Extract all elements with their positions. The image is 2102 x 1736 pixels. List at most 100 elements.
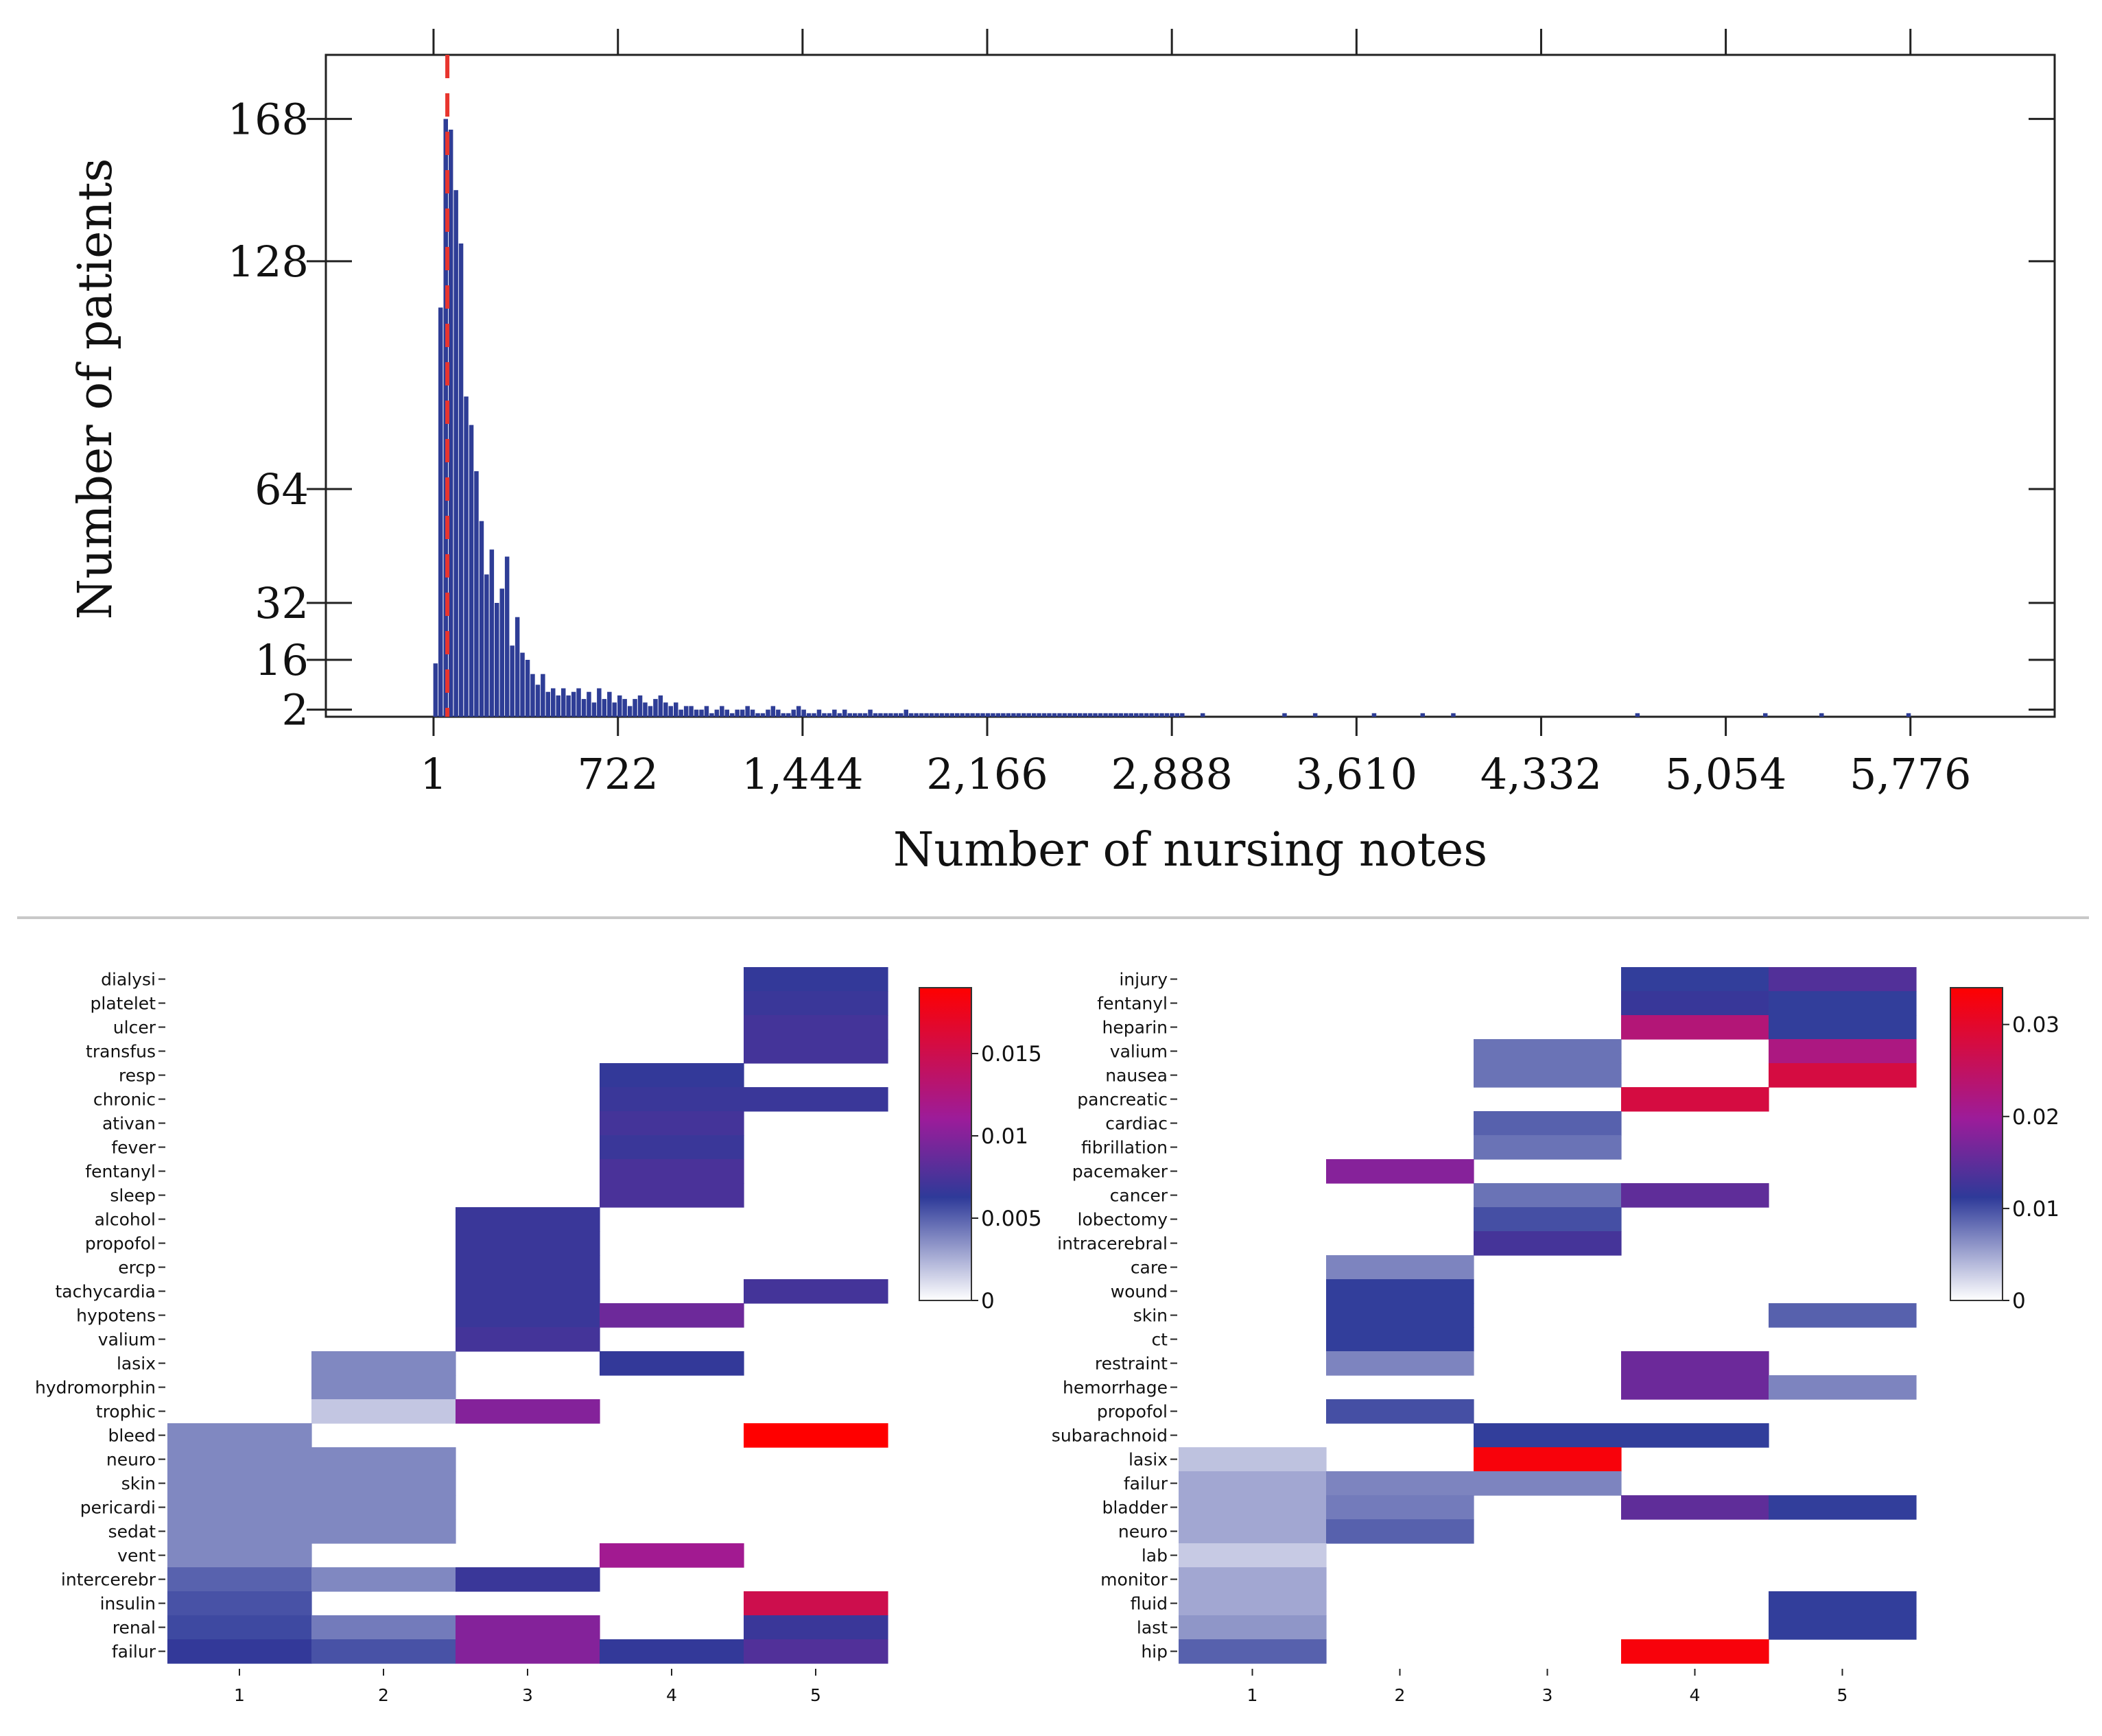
histogram-bar	[995, 713, 1001, 717]
heatmap-cell	[744, 1015, 888, 1040]
heatmap-cell	[456, 1615, 600, 1640]
histogram-bar	[541, 674, 545, 717]
heatmap-cell	[1621, 1639, 1769, 1664]
histogram-bar	[683, 706, 689, 717]
heatmap-cell	[1621, 1351, 1769, 1376]
heatmap-cell	[1769, 1303, 1917, 1328]
heatmap-row-label: pericardi	[80, 1498, 156, 1518]
heatmap-row-label: care	[1131, 1258, 1168, 1278]
heatmap-cell	[1621, 967, 1769, 992]
heatmap-row-label: hypotens	[76, 1306, 156, 1326]
histogram-bar	[1001, 713, 1006, 717]
histogram-bar	[1022, 713, 1026, 717]
y-tick-label: 64	[255, 464, 309, 514]
heatmap-row-label: bleed	[108, 1426, 156, 1446]
heatmap-row-label: lobectomy	[1078, 1210, 1168, 1230]
heatmap-row-label: neuro	[1118, 1522, 1168, 1542]
histogram-bar	[566, 695, 571, 717]
histogram-bar	[617, 695, 622, 717]
heatmap-cell	[1769, 1615, 1917, 1640]
histogram-bar	[929, 713, 934, 717]
histogram-y-axis-label: Number of patients	[69, 158, 123, 620]
histogram-bar	[1011, 713, 1016, 717]
histogram-bar	[827, 713, 832, 717]
heatmap-cell	[311, 1351, 456, 1376]
histogram-bar	[674, 702, 678, 717]
histogram-bar	[801, 709, 806, 717]
histogram-bar	[458, 243, 464, 717]
histogram-bar	[433, 663, 438, 717]
heatmap-cell	[1326, 1495, 1474, 1520]
histogram-bar	[873, 713, 878, 717]
heatmap-row-label: intracerebral	[1057, 1234, 1168, 1254]
heatmap-cell	[744, 1423, 888, 1448]
histogram-bar	[1098, 713, 1103, 717]
heatmap-cell	[1769, 1495, 1917, 1520]
heatmap-cell	[600, 1087, 744, 1112]
heatmap-cell	[1474, 1135, 1622, 1160]
heatmap-cell	[1769, 991, 1917, 1016]
heatmap-cell	[1621, 1183, 1769, 1208]
heatmap-cell	[311, 1519, 456, 1544]
histogram-bar	[602, 699, 607, 717]
heatmap-col-label: 2	[1395, 1685, 1406, 1705]
histogram-bar	[469, 425, 474, 717]
histogram-bar	[919, 713, 924, 717]
x-tick-label: 5,054	[1665, 749, 1787, 799]
heatmap-row-label: vent	[117, 1546, 156, 1566]
histogram-bar	[709, 713, 714, 717]
histogram-bar	[714, 709, 720, 717]
histogram-bar	[627, 706, 633, 717]
heatmap-cell	[1474, 1183, 1622, 1208]
heatmap-cell	[1474, 1111, 1622, 1136]
histogram-bar	[694, 709, 699, 717]
heatmap-cell	[167, 1447, 312, 1472]
x-tick-label: 4,332	[1480, 749, 1603, 799]
heatmap-col-label: 5	[810, 1685, 821, 1705]
heatmap-row-label: sleep	[110, 1186, 156, 1206]
heatmap-cell	[600, 1543, 744, 1568]
heatmap-row-label: valium	[98, 1330, 156, 1350]
heatmap-row-label: fever	[111, 1138, 156, 1158]
histogram-bar	[862, 713, 868, 717]
heatmap-row-label: lasix	[117, 1354, 156, 1374]
heatmap-col-label: 2	[378, 1685, 389, 1705]
histogram-bar	[980, 713, 985, 717]
colorbar-right	[1950, 987, 2003, 1301]
histogram-bar	[1052, 713, 1057, 717]
heatmap-cell	[311, 1615, 456, 1640]
heatmap-cell	[1179, 1567, 1327, 1592]
histogram-bar	[1072, 713, 1077, 717]
heatmap-col-label: 1	[234, 1685, 245, 1705]
heatmap-cell	[1769, 1063, 1917, 1088]
heatmap-cell	[1179, 1639, 1327, 1664]
histogram-bar	[1016, 713, 1021, 717]
histogram-bar	[755, 713, 760, 717]
histogram-bar	[837, 713, 842, 717]
histogram-bar	[868, 709, 873, 717]
histogram-bar	[760, 713, 766, 717]
histogram-bar	[484, 574, 489, 717]
heatmap-col-label: 3	[1542, 1685, 1553, 1705]
histogram-bar	[556, 695, 560, 717]
heatmap-cell	[167, 1615, 312, 1640]
histogram-bar	[689, 706, 694, 717]
histogram-bar	[1129, 713, 1133, 717]
colorbar-left	[919, 987, 972, 1301]
heatmap-cell	[311, 1375, 456, 1400]
histogram-bar	[985, 713, 991, 717]
histogram-bar	[770, 706, 776, 717]
histogram-bar	[740, 709, 745, 717]
heatmap-cell	[1621, 1015, 1769, 1040]
histogram-bar	[1159, 713, 1164, 717]
heatmap-row-label: lasix	[1129, 1450, 1168, 1470]
heatmap-cell	[744, 967, 888, 992]
heatmap-row-label: nausea	[1105, 1066, 1168, 1086]
histogram-bar	[663, 702, 668, 717]
heatmap-cell	[1179, 1447, 1327, 1472]
histogram-bar	[1037, 713, 1041, 717]
heatmap-row-label: platelet	[91, 994, 156, 1014]
heatmap-cell	[311, 1567, 456, 1592]
heatmap-cell	[1179, 1543, 1327, 1568]
histogram-bar	[766, 709, 770, 717]
